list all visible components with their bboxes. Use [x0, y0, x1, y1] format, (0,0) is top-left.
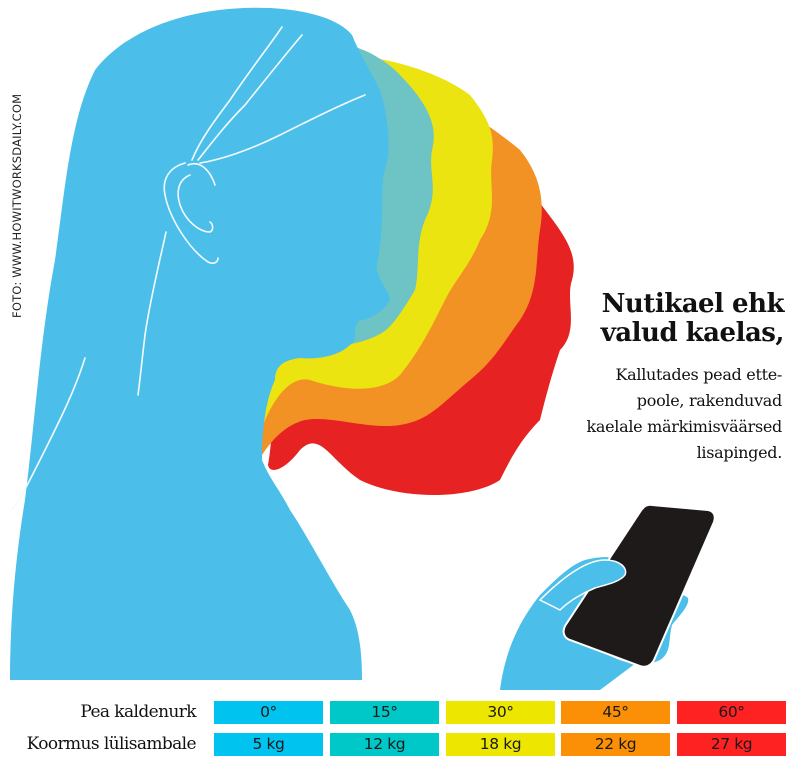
body-line-3: kaelale märkimisväärsed: [586, 417, 783, 436]
tilt-load-table: Pea kaldenurk 0° 15° 30° 45° 60° Koormus…: [0, 701, 794, 765]
hair-and-ear-lines: [11, 26, 366, 511]
headline-line-2: valud kaelas,: [600, 318, 785, 348]
headline-line-1: Nutikael ehk: [601, 289, 785, 319]
body-text: Kallutades pead ette- poole, rakenduvad …: [542, 362, 783, 466]
table-row-load: Koormus lülisambale 5 kg 12 kg 18 kg 22 …: [0, 733, 794, 756]
cell-load-5kg: 5 kg: [214, 733, 323, 756]
body-line-1: Kallutades pead ette-: [615, 365, 783, 384]
cell-load-12kg: 12 kg: [330, 733, 439, 756]
headline: Nutikael ehk valud kaelas,: [600, 289, 785, 348]
cell-angle-0: 0°: [214, 701, 323, 724]
row-label-load: Koormus lülisambale: [26, 734, 197, 754]
body-line-2: poole, rakenduvad: [636, 391, 783, 410]
cell-angle-15: 15°: [330, 701, 439, 724]
cell-angle-60: 60°: [677, 701, 786, 724]
photo-credit: FOTO: WWW.HOWITWORKSDAILY.COM: [10, 93, 24, 318]
body-line-4: lisapinged.: [696, 443, 783, 462]
cell-load-18kg: 18 kg: [446, 733, 555, 756]
row-label-angle: Pea kaldenurk: [80, 702, 196, 722]
head-tilt-illustration: [10, 7, 716, 690]
table-row-angle: Pea kaldenurk 0° 15° 30° 45° 60°: [0, 701, 794, 724]
phone-icon: [562, 503, 716, 668]
cell-angle-30: 30°: [446, 701, 555, 724]
cell-load-27kg: 27 kg: [677, 733, 786, 756]
cell-angle-45: 45°: [561, 701, 670, 724]
cell-load-22kg: 22 kg: [561, 733, 670, 756]
thumb-silhouette: [538, 559, 627, 611]
hand-silhouette: [500, 557, 689, 690]
head-and-body-silhouette: [10, 7, 390, 680]
